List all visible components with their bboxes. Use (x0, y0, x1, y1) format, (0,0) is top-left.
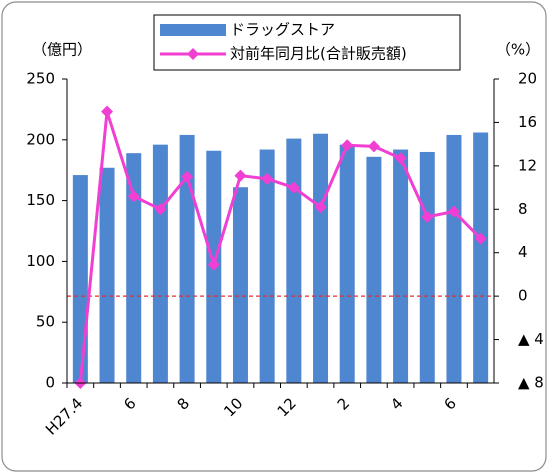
bar (393, 149, 409, 383)
bar (259, 149, 275, 383)
legend-label: ドラッグストア (230, 21, 335, 39)
y-tick-label: 50 (36, 313, 55, 331)
y2-tick-label: ▲ 8 (518, 374, 544, 392)
marker (394, 152, 407, 165)
y2-tick-label: 20 (518, 70, 537, 88)
y2-tick-label: 4 (518, 243, 528, 261)
marker (207, 258, 220, 271)
legend-swatch (187, 48, 199, 60)
y-tick-label: 250 (26, 70, 55, 88)
marker (447, 205, 460, 218)
y-tick-label: 150 (26, 191, 55, 209)
y-axis-label: （億円） (32, 41, 92, 59)
marker (474, 232, 487, 245)
bar (232, 187, 248, 383)
y2-tick-label: 12 (518, 156, 537, 174)
marker (154, 203, 167, 216)
y2-axis-label: （%） (496, 41, 540, 59)
marker (367, 140, 380, 153)
marker (101, 105, 114, 118)
bar (339, 144, 355, 383)
marker (234, 169, 247, 182)
bar (126, 153, 142, 383)
bar (72, 175, 88, 383)
bar (179, 134, 195, 383)
line (78, 111, 482, 384)
bar (99, 167, 115, 383)
bar (313, 133, 329, 383)
marker (181, 170, 194, 183)
bar (446, 134, 462, 383)
marker (314, 201, 327, 214)
y-tick-label: 100 (26, 252, 55, 270)
y2-tick-label: 16 (518, 113, 537, 131)
y-tick-label: 200 (26, 130, 55, 148)
bar (366, 156, 382, 383)
marker (287, 181, 300, 194)
legend-swatch (160, 24, 226, 36)
bar (419, 151, 435, 383)
marker (341, 139, 354, 152)
y2-tick-label: ▲ 4 (518, 330, 544, 348)
marker (127, 190, 140, 203)
y2-tick-label: 0 (518, 287, 528, 305)
bar (473, 132, 489, 383)
bar (286, 138, 302, 383)
marker (261, 172, 274, 185)
legend-label: 対前年同月比(合計販売額) (230, 45, 407, 63)
bar (152, 144, 168, 383)
y2-tick-label: 8 (518, 200, 528, 218)
marker (421, 210, 434, 223)
y-tick-label: 0 (45, 374, 55, 392)
